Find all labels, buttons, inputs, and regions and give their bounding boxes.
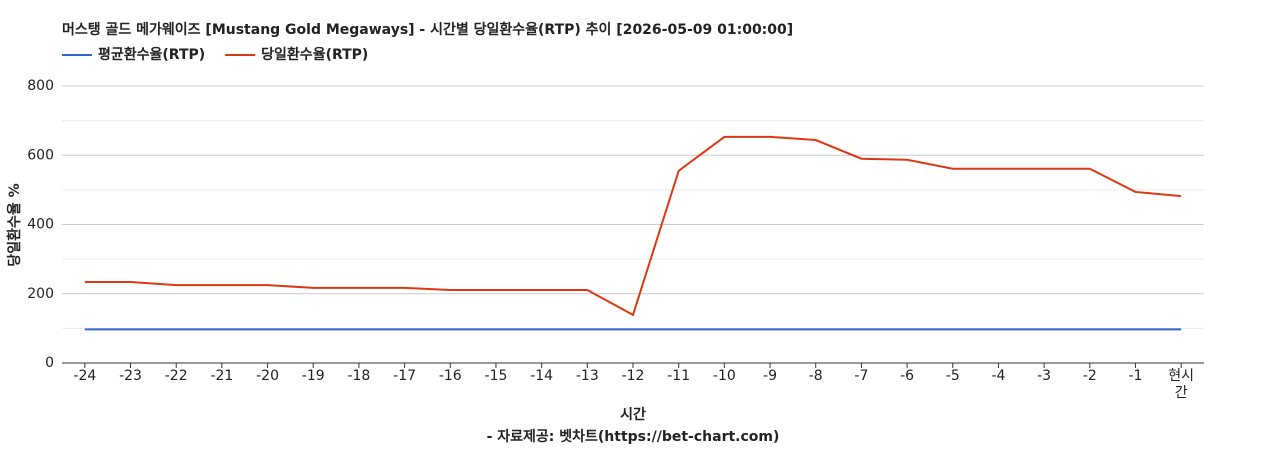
- x-tick-label: -6: [900, 368, 915, 384]
- x-tick-label: -11: [667, 368, 691, 384]
- x-tick-label: -12: [621, 368, 645, 384]
- x-tick-label: -13: [575, 368, 599, 384]
- x-tick-label: -5: [945, 368, 960, 384]
- x-tick-label: -19: [301, 368, 325, 384]
- x-tick-label: -15: [484, 368, 508, 384]
- x-tick-label: -22: [164, 368, 188, 384]
- x-tick-label: -4: [991, 368, 1006, 384]
- x-tick-label: -16: [438, 368, 462, 384]
- y-tick-label: 800: [27, 78, 54, 94]
- x-tick-label: -8: [808, 368, 823, 384]
- x-tick-label: -1: [1128, 368, 1143, 384]
- x-tick-label: -10: [712, 368, 736, 384]
- y-axis-label: 당일환수율 %: [6, 183, 23, 266]
- x-tick-label: -14: [530, 368, 554, 384]
- x-tick-label: -23: [119, 368, 142, 384]
- x-tick-label: -18: [347, 368, 371, 384]
- x-tick-label: -9: [763, 368, 778, 384]
- x-tick-label: -20: [256, 368, 279, 384]
- source-note: - 자료제공: 벳차트(https://bet-chart.com): [487, 428, 780, 445]
- y-tick-label: 400: [27, 217, 54, 233]
- legend-label: 평균환수율(RTP): [98, 46, 205, 63]
- x-tick-label: -21: [210, 368, 234, 384]
- y-tick-label: 0: [45, 355, 54, 371]
- x-tick-label: -24: [73, 368, 97, 384]
- x-tick-label: -17: [393, 368, 417, 384]
- legend-label: 당일환수율(RTP): [261, 46, 368, 63]
- y-tick-label: 200: [27, 286, 54, 302]
- y-tick-label: 600: [27, 147, 54, 163]
- x-axis-label: 시간: [620, 406, 646, 423]
- x-tick-label: 현시간: [1168, 368, 1195, 401]
- x-tick-label: -7: [854, 368, 869, 384]
- chart-title: 머스탱 골드 메가웨이즈 [Mustang Gold Megaways] - 시…: [62, 21, 793, 38]
- series-line: [84, 135, 1182, 317]
- x-tick-label: -2: [1082, 368, 1097, 384]
- x-tick-label: -3: [1037, 368, 1052, 384]
